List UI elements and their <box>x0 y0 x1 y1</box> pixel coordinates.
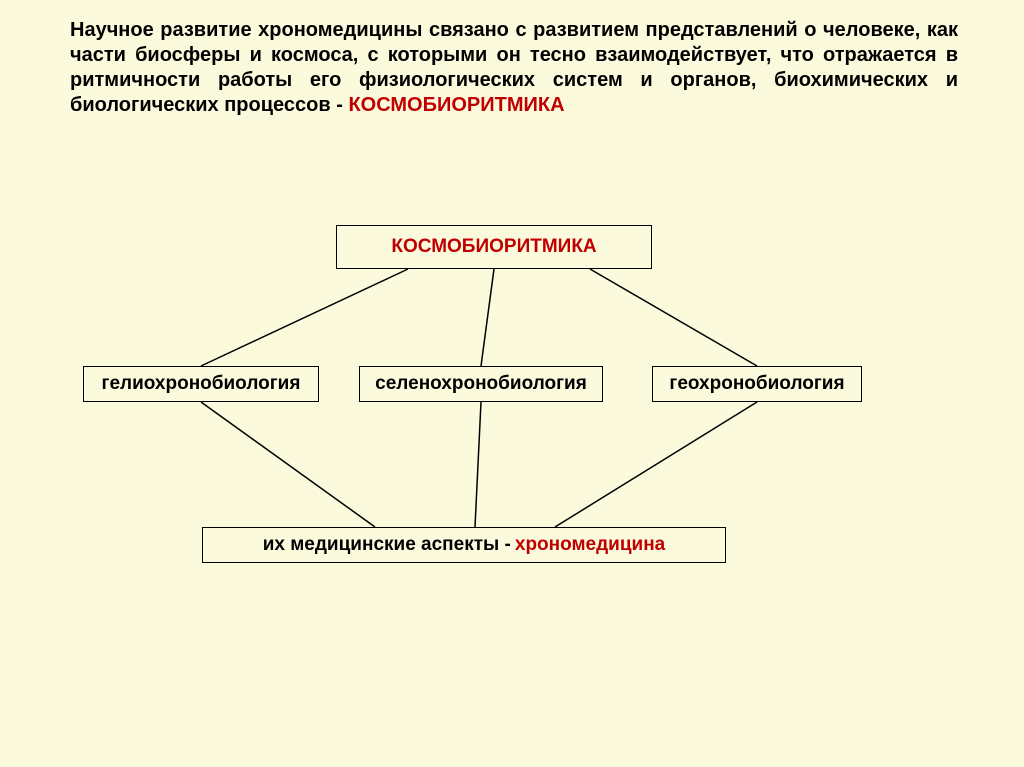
node-left-label: гелиохронобиология <box>102 373 301 395</box>
node-root-label: КОСМОБИОРИТМИКА <box>391 236 596 258</box>
node-right: геохронобиология <box>652 366 862 402</box>
node-left: гелиохронобиология <box>83 366 319 402</box>
node-bottom-plain: их медицинские аспекты - <box>263 534 511 556</box>
node-center-label: селенохронобиология <box>375 373 587 395</box>
node-bottom: их медицинские аспекты - хрономедицина <box>202 527 726 563</box>
node-right-label: геохронобиология <box>669 373 844 395</box>
node-center: селенохронобиология <box>359 366 603 402</box>
node-bottom-highlight: хрономедицина <box>515 534 665 556</box>
intro-highlight: КОСМОБИОРИТМИКА <box>348 94 564 116</box>
intro-paragraph: Научное развитие хрономедицины связано с… <box>70 18 958 118</box>
node-root: КОСМОБИОРИТМИКА <box>336 225 652 269</box>
